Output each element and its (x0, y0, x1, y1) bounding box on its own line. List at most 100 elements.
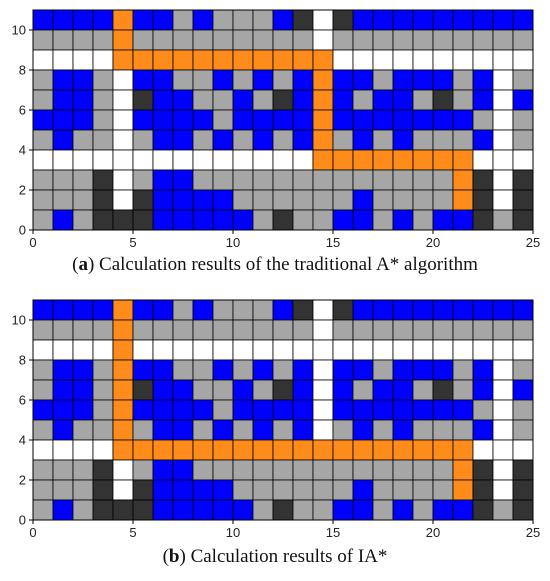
caption-a-letter: a (78, 254, 88, 275)
grid-cell-white (52, 339, 74, 361)
grid-cell-orange (272, 439, 294, 461)
grid-cell-blue (152, 9, 174, 31)
grid-cell-gray (32, 209, 54, 231)
grid-cell-orange (312, 149, 334, 171)
grid-cell-gray (512, 69, 534, 91)
grid-cell-white (492, 149, 514, 171)
grid-cell-black (472, 189, 494, 211)
grid-cell-black (512, 169, 534, 191)
grid-cell-orange (352, 439, 374, 461)
grid-cell-gray (192, 419, 214, 441)
grid-cell-white (112, 129, 134, 151)
grid-cell-blue (72, 89, 94, 111)
grid-cell-gray (512, 359, 534, 381)
grid-cell-gray (212, 379, 234, 401)
grid-cell-blue (172, 479, 194, 501)
grid-cell-gray (292, 29, 314, 51)
grid-cell-white (492, 69, 514, 91)
grid-cell-blue (392, 399, 414, 421)
grid-cell-orange (152, 49, 174, 71)
grid-cell-gray (192, 359, 214, 381)
grid-cell-gray (412, 459, 434, 481)
grid-cell-orange (112, 9, 134, 31)
grid-cell-orange (232, 49, 254, 71)
grid-cell-gray (432, 479, 454, 501)
grid-cell-blue (432, 109, 454, 131)
grid-cell-blue (412, 359, 434, 381)
grid-cell-gray (172, 359, 194, 381)
grid-cell-blue (472, 69, 494, 91)
grid-cell-orange (312, 109, 334, 131)
grid-cell-blue (172, 499, 194, 521)
grid-cell-gray (472, 319, 494, 341)
grid-cell-blue (212, 479, 234, 501)
grid-cell-orange (152, 439, 174, 461)
grid-cell-black (332, 9, 354, 31)
grid-cell-white (52, 439, 74, 461)
grid-cell-gray (392, 319, 414, 341)
grid-cell-blue (472, 359, 494, 381)
grid-cell-blue (372, 109, 394, 131)
grid-cell-white (492, 379, 514, 401)
grid-cell-orange (232, 439, 254, 461)
grid-cell-gray (212, 459, 234, 481)
grid-cell-gray (92, 399, 114, 421)
grid-cell-gray (512, 419, 534, 441)
grid-cell-gray (512, 399, 534, 421)
grid-cell-gray (372, 419, 394, 441)
grid-cell-gray (332, 29, 354, 51)
grid-cell-white (352, 49, 374, 71)
grid-cell-gray (92, 29, 114, 51)
grid-cell-blue (472, 9, 494, 31)
grid-cell-white (352, 339, 374, 361)
grid-cell-gray (32, 29, 54, 51)
grid-cell-orange (412, 439, 434, 461)
y-tick-label: 2 (19, 183, 26, 198)
grid-cell-gray (92, 89, 114, 111)
grid-cell-white (32, 49, 54, 71)
grid-cell-gray (272, 29, 294, 51)
grid-cell-black (292, 9, 314, 31)
grid-cell-white (312, 359, 334, 381)
grid-cell-blue (252, 129, 274, 151)
grid-cell-blue (412, 109, 434, 131)
grid-cell-gray (72, 29, 94, 51)
grid-cell-blue (252, 399, 274, 421)
y-tick-label: 10 (12, 313, 26, 328)
grid-cell-white (512, 49, 534, 71)
grid-cell-blue (192, 9, 214, 31)
grid-cell-gray (452, 129, 474, 151)
grid-cell-white (112, 479, 134, 501)
grid-cell-black (432, 379, 454, 401)
grid-cell-orange (452, 169, 474, 191)
grid-cell-gray (72, 499, 94, 521)
grid-cell-blue (432, 209, 454, 231)
grid-cell-gray (52, 459, 74, 481)
grid-cell-blue (152, 209, 174, 231)
grid-cell-gray (432, 459, 454, 481)
x-tick-label: 15 (326, 525, 340, 540)
grid-cell-blue (52, 379, 74, 401)
grid-cell-white (312, 9, 334, 31)
grid-cell-gray (192, 69, 214, 91)
grid-cell-orange (292, 49, 314, 71)
caption-b: (b) Calculation results of IA* (162, 546, 388, 567)
grid-cell-blue (152, 129, 174, 151)
grid-cell-orange (452, 479, 474, 501)
grid-cell-blue (172, 209, 194, 231)
grid-cell-blue (272, 299, 294, 321)
grid-cell-gray (352, 319, 374, 341)
grid-cell-white (332, 339, 354, 361)
grid-cell-black (332, 299, 354, 321)
grid-cell-blue (172, 379, 194, 401)
grid-cell-black (272, 209, 294, 231)
grid-cell-blue (352, 209, 374, 231)
grid-cell-white (492, 419, 514, 441)
grid-cell-white (432, 339, 454, 361)
grid-cell-white (472, 439, 494, 461)
grid-cell-blue (432, 399, 454, 421)
grid-cell-blue (52, 129, 74, 151)
grid-cell-gray (332, 129, 354, 151)
grid-cell-gray (292, 169, 314, 191)
grid-cell-white (152, 149, 174, 171)
